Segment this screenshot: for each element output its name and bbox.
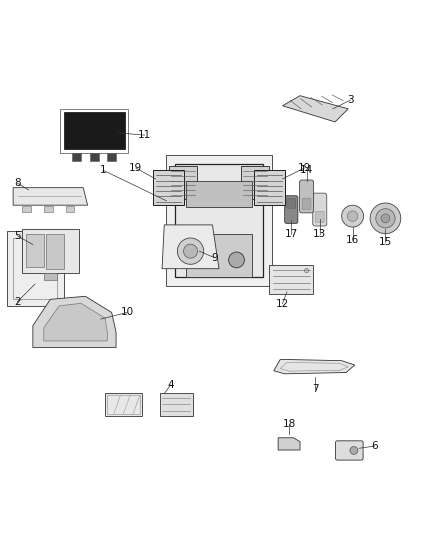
Text: 13: 13 (313, 229, 326, 239)
Bar (90, 152, 99, 160)
Polygon shape (274, 359, 355, 374)
FancyBboxPatch shape (336, 441, 363, 460)
Polygon shape (283, 96, 348, 122)
FancyBboxPatch shape (285, 196, 298, 223)
Circle shape (376, 209, 395, 228)
Bar (166, 155, 272, 286)
Bar (254, 170, 285, 205)
Bar (105, 393, 142, 416)
Bar (107, 395, 140, 414)
Text: 2: 2 (14, 296, 21, 306)
FancyBboxPatch shape (300, 180, 314, 213)
Bar (22, 229, 79, 273)
Bar (60, 109, 128, 152)
Text: 4: 4 (167, 379, 174, 390)
Text: 7: 7 (312, 384, 319, 394)
Text: 14: 14 (300, 165, 313, 175)
Text: 6: 6 (371, 441, 378, 451)
Bar (44, 273, 57, 280)
Text: 10: 10 (120, 308, 134, 318)
Bar (66, 206, 74, 212)
Circle shape (194, 252, 209, 268)
FancyBboxPatch shape (287, 198, 296, 208)
Text: 9: 9 (211, 253, 218, 263)
Polygon shape (7, 231, 77, 306)
FancyBboxPatch shape (313, 193, 327, 226)
Bar (72, 152, 81, 160)
Polygon shape (278, 438, 300, 450)
Circle shape (350, 447, 358, 455)
Bar (153, 170, 184, 205)
Text: 5: 5 (14, 231, 21, 241)
Polygon shape (44, 303, 107, 341)
Circle shape (381, 214, 390, 223)
Circle shape (304, 269, 309, 273)
Text: 19: 19 (129, 163, 142, 173)
Bar (26, 233, 44, 266)
Circle shape (177, 238, 204, 264)
Bar (160, 393, 193, 416)
Bar (169, 166, 197, 199)
Circle shape (347, 211, 358, 221)
Circle shape (342, 205, 364, 227)
Bar (269, 265, 313, 294)
Text: 3: 3 (347, 95, 354, 105)
FancyBboxPatch shape (315, 211, 324, 222)
Text: 17: 17 (285, 229, 298, 239)
Bar (186, 233, 252, 278)
Text: 1: 1 (99, 165, 106, 175)
Polygon shape (13, 188, 88, 205)
Polygon shape (162, 225, 219, 269)
Polygon shape (33, 296, 116, 348)
Bar (107, 152, 116, 160)
Circle shape (229, 252, 244, 268)
Text: 11: 11 (138, 130, 151, 140)
Bar (46, 233, 64, 269)
Bar (44, 206, 53, 212)
Text: 18: 18 (283, 419, 296, 429)
Bar (64, 112, 125, 149)
Text: 15: 15 (379, 237, 392, 247)
Bar (186, 181, 252, 207)
Text: 16: 16 (346, 235, 359, 245)
Bar (22, 206, 31, 212)
Text: 12: 12 (276, 298, 289, 309)
Text: 19: 19 (298, 163, 311, 173)
Text: 8: 8 (14, 178, 21, 188)
Bar (175, 164, 263, 278)
Circle shape (370, 203, 401, 233)
Circle shape (184, 244, 198, 258)
Bar (241, 166, 269, 199)
FancyBboxPatch shape (302, 198, 311, 209)
